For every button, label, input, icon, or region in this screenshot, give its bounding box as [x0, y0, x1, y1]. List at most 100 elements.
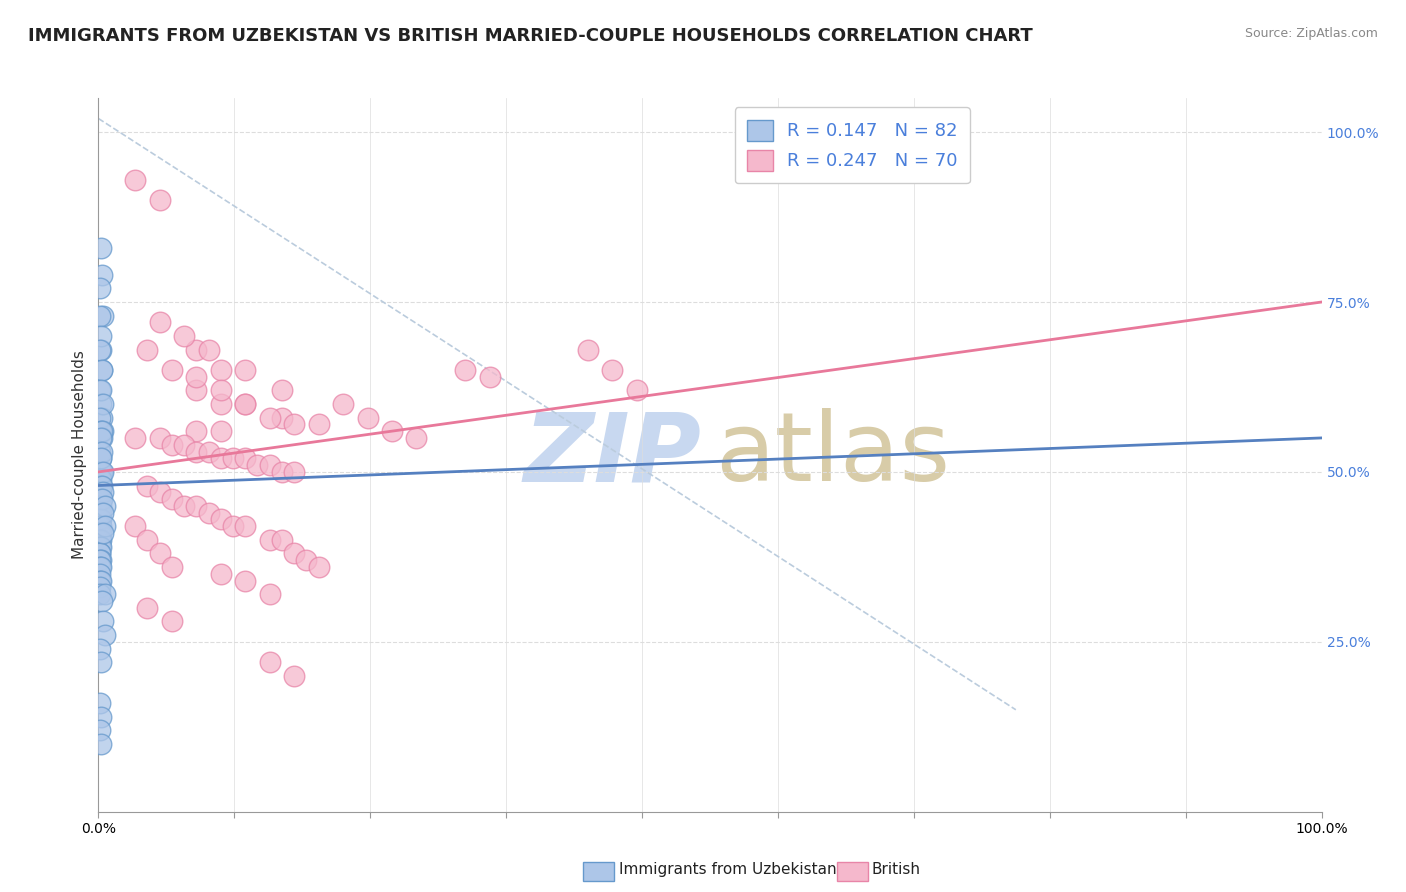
Point: [91, 309, 114, 323]
Point: [89, 512, 111, 526]
Text: IMMIGRANTS FROM UZBEKISTAN VS BRITISH MARRIED-COUPLE HOUSEHOLDS CORRELATION CHAR: IMMIGRANTS FROM UZBEKISTAN VS BRITISH MA…: [28, 27, 1033, 45]
Point: [91, 424, 114, 438]
Point: [89, 343, 111, 357]
Point: [173, 499, 195, 513]
Point: [89, 384, 111, 398]
Point: [186, 444, 208, 458]
Point: [90, 512, 112, 526]
Point: [136, 600, 159, 615]
Point: [91, 465, 114, 479]
Point: [209, 512, 232, 526]
Point: [90, 465, 112, 479]
Point: [91, 444, 114, 458]
Point: [89, 533, 111, 547]
Point: [600, 363, 623, 377]
Point: [89, 560, 111, 574]
Point: [209, 397, 232, 411]
Point: [89, 723, 111, 738]
Text: Source: ZipAtlas.com: Source: ZipAtlas.com: [1244, 27, 1378, 40]
Point: [90, 492, 112, 507]
Point: [90, 451, 112, 466]
Point: [89, 553, 111, 567]
Point: [89, 533, 111, 547]
Point: [197, 343, 219, 357]
Point: [89, 499, 111, 513]
Point: [124, 172, 146, 186]
Point: [91, 615, 114, 629]
Point: [186, 369, 208, 384]
Point: [90, 655, 112, 669]
Point: [259, 655, 281, 669]
Point: [295, 553, 318, 567]
Point: [89, 581, 111, 595]
Point: [90, 574, 112, 588]
Point: [93, 519, 115, 533]
Point: [90, 472, 112, 486]
Text: atlas: atlas: [714, 409, 950, 501]
Text: ZIP: ZIP: [523, 409, 702, 501]
Point: [626, 384, 648, 398]
Point: [381, 424, 404, 438]
Point: [259, 410, 281, 425]
Point: [259, 587, 281, 601]
Point: [89, 512, 111, 526]
Point: [90, 485, 112, 500]
Point: [90, 553, 112, 567]
Point: [90, 519, 112, 533]
Point: [149, 193, 172, 207]
Point: [91, 431, 114, 445]
Point: [89, 526, 111, 541]
Point: [186, 424, 208, 438]
Point: [90, 451, 112, 466]
Point: [91, 397, 114, 411]
Point: [233, 363, 256, 377]
Point: [149, 431, 172, 445]
Point: [90, 397, 112, 411]
Point: [270, 410, 294, 425]
Point: [405, 431, 427, 445]
Point: [149, 485, 172, 500]
Point: [308, 417, 330, 432]
Point: [283, 465, 305, 479]
Point: [89, 444, 111, 458]
Point: [209, 363, 232, 377]
Point: [90, 329, 112, 343]
Point: [93, 628, 115, 642]
Point: [356, 410, 378, 425]
Point: [478, 369, 501, 384]
Point: [91, 478, 114, 492]
Y-axis label: Married-couple Households: Married-couple Households: [72, 351, 87, 559]
Point: [270, 384, 294, 398]
Point: [89, 492, 111, 507]
Point: [160, 560, 183, 574]
Point: [454, 363, 477, 377]
Point: [197, 444, 219, 458]
Point: [149, 546, 172, 560]
Point: [89, 574, 111, 588]
Point: [89, 587, 111, 601]
Point: [89, 566, 111, 581]
Point: [91, 506, 114, 520]
Point: [93, 499, 115, 513]
Point: [233, 397, 256, 411]
Point: [90, 499, 112, 513]
Point: [160, 363, 183, 377]
Point: [89, 641, 111, 656]
Point: [332, 397, 354, 411]
Point: [160, 438, 183, 452]
Point: [89, 696, 111, 710]
Point: [124, 431, 146, 445]
Point: [173, 329, 195, 343]
Point: [246, 458, 269, 472]
Point: [136, 343, 159, 357]
Point: [186, 343, 208, 357]
Point: [90, 241, 112, 255]
Point: [160, 492, 183, 507]
Point: [136, 478, 159, 492]
Point: [209, 566, 232, 581]
Point: [90, 737, 112, 751]
Point: [91, 363, 114, 377]
Point: [89, 506, 111, 520]
Point: [91, 526, 114, 541]
Point: [308, 560, 330, 574]
